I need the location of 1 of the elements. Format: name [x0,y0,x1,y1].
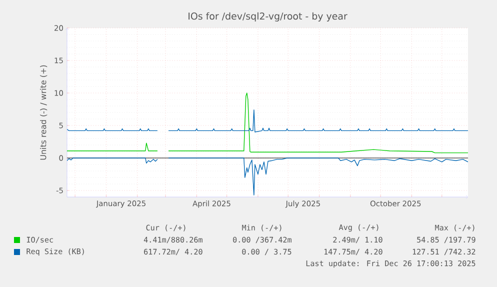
chart-title: IOs for /dev/sql2-vg/root - by year [188,12,348,22]
